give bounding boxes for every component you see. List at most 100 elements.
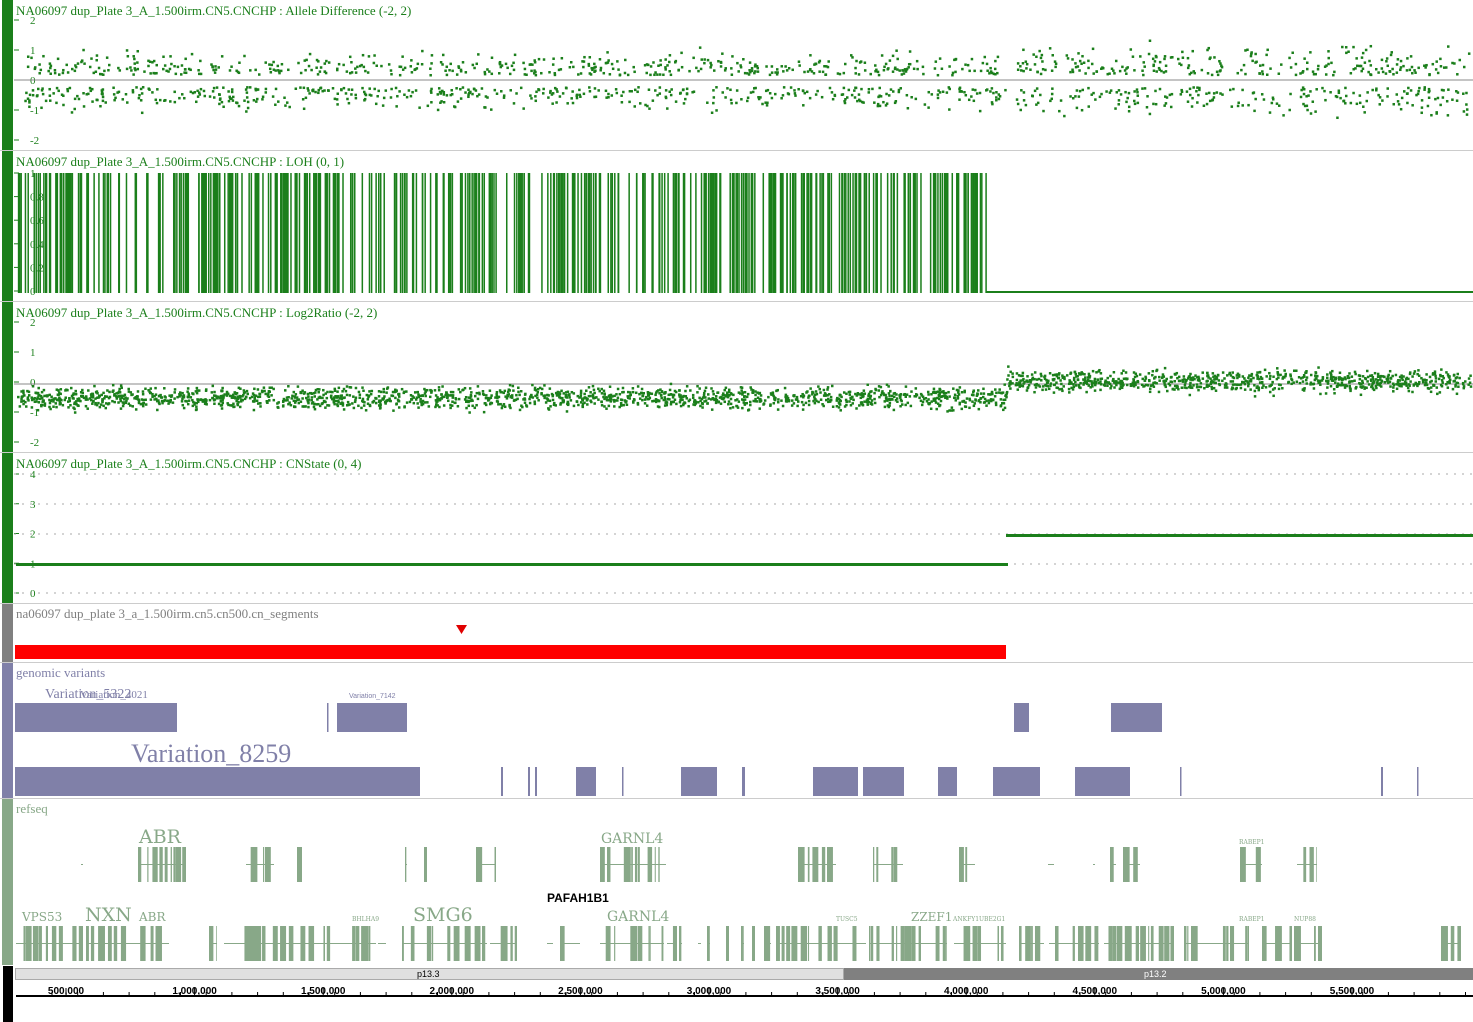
- cytoband-p13-3[interactable]: p13.3: [15, 968, 844, 980]
- allele-point: [628, 100, 631, 104]
- log2-point: [640, 387, 644, 391]
- allele-point: [1439, 65, 1443, 68]
- refseq-track[interactable]: refseq ABR GARNL4 RABEP1 PAFAH1B1 VPS53 …: [0, 799, 1473, 965]
- loh-bar: [830, 173, 833, 293]
- log2-point: [186, 395, 190, 398]
- log2-point: [867, 392, 871, 396]
- variants-track-sidebar[interactable]: [2, 663, 13, 798]
- allele-point: [1207, 46, 1211, 50]
- log2-point: [542, 394, 545, 398]
- log2-point: [589, 391, 592, 394]
- gene-label[interactable]: PAFAH1B1: [547, 891, 609, 905]
- loh-plot: 10.80.60.40.20: [14, 168, 1473, 298]
- allele-point: [1330, 61, 1333, 65]
- loh-bar: [459, 173, 462, 293]
- log2-point: [517, 386, 520, 390]
- chromosome-ruler-track[interactable]: p13.3 p13.2 500,000 1,000,000 1,500,000 2,0…: [0, 966, 1473, 1022]
- allele-point: [1187, 64, 1191, 67]
- refseq-gene-exon: [147, 847, 149, 882]
- log2-point: [994, 403, 998, 407]
- log2ratio-track[interactable]: 2 1 0 -1 -2 NA06097 dup_Plate 3_A_1.500irm.C…: [0, 302, 1473, 452]
- allele-point: [657, 64, 660, 67]
- loh-bar: [229, 173, 231, 293]
- log2-point: [726, 391, 729, 394]
- log2-point: [1287, 381, 1290, 384]
- log2-point: [475, 403, 478, 407]
- allele-point: [1147, 52, 1151, 56]
- log2ratio-track-sidebar[interactable]: [2, 302, 13, 452]
- allele-point: [547, 96, 550, 99]
- log2-point: [252, 393, 256, 397]
- allele-point: [1303, 57, 1306, 60]
- allele-point: [95, 54, 99, 57]
- log2-point: [587, 394, 591, 398]
- position-ruler: 500,000 1,000,000 1,500,000 2,000,000 2,500,…: [16, 986, 1473, 997]
- loh-bar: [254, 173, 257, 293]
- allele-point: [1251, 59, 1254, 63]
- log2-point: [30, 398, 34, 402]
- log2-point: [98, 405, 102, 409]
- log2-point: [870, 390, 873, 393]
- loh-bar: [523, 173, 525, 293]
- allele-point: [429, 89, 433, 93]
- log2-point: [636, 403, 640, 406]
- cnstate-track-sidebar[interactable]: [2, 453, 13, 603]
- segment-marker-icon[interactable]: [456, 625, 467, 634]
- allele-difference-track[interactable]: 2 1 0 -1 -2 NA06097 dup_Plate 3_A_1.500irm.C…: [0, 0, 1473, 150]
- allele-point: [230, 90, 234, 94]
- refseq-track-sidebar[interactable]: [2, 799, 13, 965]
- log2-point: [1464, 380, 1467, 383]
- log2-point: [877, 385, 881, 388]
- log2-point: [1183, 383, 1187, 387]
- ruler-label: 2,500,000: [558, 986, 603, 997]
- log2-point: [465, 406, 468, 410]
- cytoband-p13-2[interactable]: p13.2: [844, 968, 1473, 980]
- log2-point: [336, 404, 340, 408]
- allele-point: [1265, 53, 1268, 57]
- axis-tick-label: -1: [30, 105, 39, 117]
- log2-point: [438, 399, 441, 402]
- loh-track-sidebar[interactable]: [2, 151, 13, 301]
- log2-point: [192, 400, 195, 404]
- log2-point: [593, 402, 596, 405]
- allele-point: [1176, 57, 1180, 61]
- log2-point: [639, 391, 643, 395]
- allele-point: [523, 67, 527, 71]
- loh-bar: [974, 173, 976, 293]
- allele-track-sidebar[interactable]: [2, 0, 13, 150]
- log2-point: [105, 402, 108, 405]
- log2-point: [378, 399, 381, 402]
- loh-bar: [495, 173, 497, 293]
- log2-point: [602, 395, 605, 399]
- log2-point: [1353, 370, 1357, 374]
- deletion-segment-bar[interactable]: [15, 645, 1006, 659]
- allele-point: [258, 73, 261, 76]
- refseq-gene-exon: [946, 926, 947, 961]
- log2-point: [710, 408, 714, 411]
- allele-point: [1036, 101, 1040, 105]
- segments-track-sidebar[interactable]: [2, 604, 13, 662]
- allele-point: [191, 91, 195, 95]
- log2-point: [1003, 398, 1007, 401]
- cnstate-track[interactable]: 43210 NA06097 dup_Plate 3_A_1.500irm.CN5…: [0, 453, 1473, 603]
- allele-point: [31, 93, 35, 97]
- log2-point: [1454, 383, 1457, 387]
- allele-point: [389, 69, 393, 72]
- log2-point: [342, 387, 346, 391]
- log2-point: [784, 393, 788, 397]
- allele-point: [775, 68, 779, 71]
- genomic-variants-track[interactable]: genomic variants Variation_5322 Variatio…: [0, 663, 1473, 798]
- allele-point: [361, 86, 364, 90]
- cn-segments-track[interactable]: na06097 dup_plate 3_a_1.500irm.cn5.cn500…: [0, 604, 1473, 662]
- log2-point: [1008, 384, 1011, 388]
- log2-point: [883, 400, 887, 403]
- log2-point: [1188, 393, 1192, 397]
- log2-point: [894, 399, 898, 402]
- loh-bar: [577, 173, 579, 293]
- ruler-track-sidebar[interactable]: [3, 966, 13, 1022]
- loh-track[interactable]: 10.80.60.40.20 NA06097 dup_Plate 3_A_1.5…: [0, 151, 1473, 301]
- refseq-plot: [16, 847, 1461, 961]
- log2-point: [762, 402, 766, 405]
- allele-point: [112, 93, 116, 96]
- log2-point: [463, 386, 467, 390]
